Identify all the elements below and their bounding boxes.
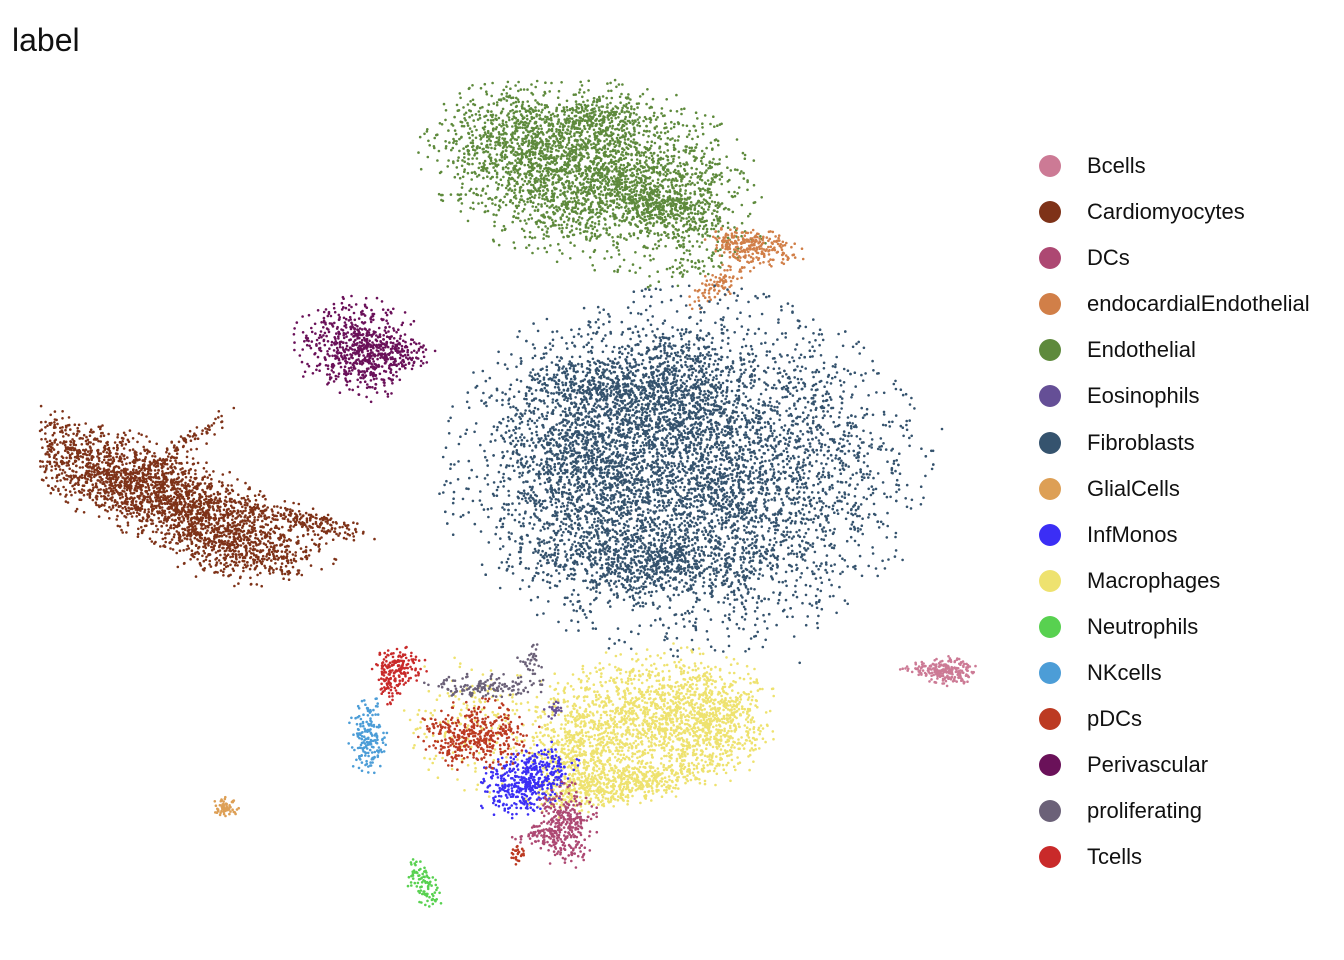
cluster-proliferating (423, 672, 545, 699)
legend-label: Cardiomyocytes (1087, 199, 1245, 225)
legend-label: endocardialEndothelial (1087, 291, 1310, 317)
legend-label: DCs (1087, 245, 1130, 271)
legend-label: Tcells (1087, 844, 1142, 870)
legend-label: Neutrophils (1087, 614, 1198, 640)
cluster-fibroblasts (505, 522, 783, 598)
legend-marker (1039, 293, 1061, 316)
cluster-cardiomyocytes (132, 406, 236, 480)
legend-label: GlialCells (1087, 476, 1180, 502)
cluster-fibroblasts (528, 361, 651, 405)
cluster-perivascular (343, 341, 399, 404)
legend-marker (1039, 201, 1061, 224)
legend-label: Bcells (1087, 153, 1146, 179)
cluster-macrophages (524, 700, 610, 819)
cluster-tcells (379, 671, 402, 706)
cluster-nkcells (347, 697, 389, 775)
cluster-eosinophils (542, 700, 563, 720)
legend-marker (1039, 708, 1061, 731)
legend-marker (1039, 477, 1061, 500)
legend-marker (1039, 800, 1061, 823)
cluster-proliferating (516, 643, 543, 676)
legend-marker (1039, 615, 1061, 638)
cluster-bcells (898, 660, 933, 677)
legend-label: Perivascular (1087, 752, 1208, 778)
legend-label: pDCs (1087, 706, 1142, 732)
legend-label: InfMonos (1087, 522, 1178, 548)
cluster-cardiomyocytes (146, 494, 308, 588)
legend-marker (1039, 754, 1061, 777)
legend-label: Endothelial (1087, 337, 1196, 363)
legend-marker (1039, 662, 1061, 685)
legend-marker (1039, 155, 1061, 177)
chart-title: label (12, 22, 80, 59)
legend-marker (1039, 247, 1061, 270)
cluster-neutrophils (406, 858, 443, 908)
cluster-dcs (536, 780, 599, 869)
cluster-bcells (919, 655, 977, 688)
cluster-fibroblasts (438, 284, 944, 665)
cluster-endothelial (437, 79, 612, 201)
legend-marker (1039, 523, 1061, 546)
cluster-endothelial (417, 78, 763, 274)
legend-marker (1039, 431, 1061, 454)
cluster-tcells (370, 645, 428, 688)
cluster-cardiomyocytes (238, 498, 376, 542)
cluster-endocardialendothelial (703, 226, 805, 268)
cluster-cardiomyocytes (38, 404, 338, 576)
legend-label: proliferating (1087, 798, 1202, 824)
cluster-dcs (510, 824, 569, 847)
cluster-endothelial (553, 89, 641, 139)
legend-marker (1039, 569, 1061, 592)
legend-label: Eosinophils (1087, 383, 1200, 409)
legend-marker (1039, 339, 1061, 362)
cluster-pdcs (510, 844, 525, 866)
cluster-fibroblasts (497, 325, 672, 570)
cluster-perivascular (351, 332, 437, 370)
legend-label: NKcells (1087, 660, 1162, 686)
legend-marker (1039, 846, 1061, 869)
cluster-glialcells (213, 795, 240, 818)
legend-label: Fibroblasts (1087, 430, 1195, 456)
cluster-endocardialendothelial (688, 259, 756, 311)
cluster-pdcs (417, 696, 541, 771)
legend-marker (1039, 385, 1061, 408)
legend-label: Macrophages (1087, 568, 1220, 594)
